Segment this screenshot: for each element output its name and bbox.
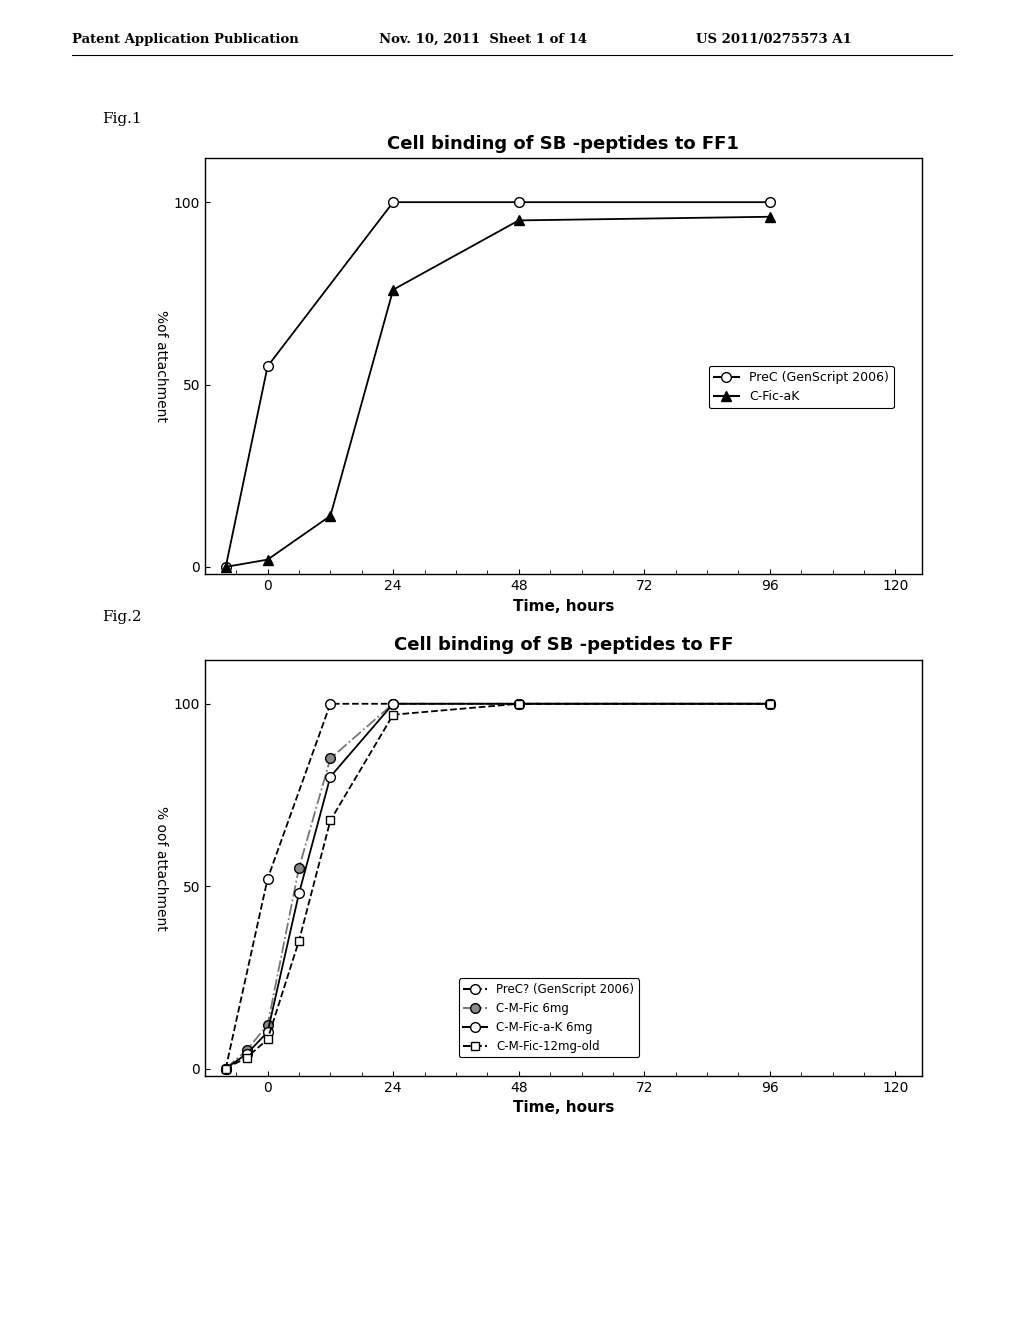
Text: Fig.2: Fig.2 (102, 610, 142, 624)
Y-axis label: %of attachment: %of attachment (155, 310, 168, 422)
Y-axis label: % oof attachment: % oof attachment (155, 805, 168, 931)
Text: Fig.1: Fig.1 (102, 112, 142, 127)
Text: Patent Application Publication: Patent Application Publication (72, 33, 298, 46)
Title: Cell binding of SB -peptides to FF: Cell binding of SB -peptides to FF (393, 636, 733, 655)
Text: US 2011/0275573 A1: US 2011/0275573 A1 (696, 33, 852, 46)
Legend: PreC? (GenScript 2006), C-M-Fic 6mg, C-M-Fic-a-K 6mg, C-M-Fic-12mg-old: PreC? (GenScript 2006), C-M-Fic 6mg, C-M… (459, 978, 639, 1057)
Text: Nov. 10, 2011  Sheet 1 of 14: Nov. 10, 2011 Sheet 1 of 14 (379, 33, 587, 46)
Title: Cell binding of SB -peptides to FF1: Cell binding of SB -peptides to FF1 (387, 135, 739, 153)
Legend: PreC (GenScript 2006), C-Fic-aK: PreC (GenScript 2006), C-Fic-aK (709, 366, 894, 408)
X-axis label: Time, hours: Time, hours (513, 1100, 613, 1115)
X-axis label: Time, hours: Time, hours (513, 598, 613, 614)
